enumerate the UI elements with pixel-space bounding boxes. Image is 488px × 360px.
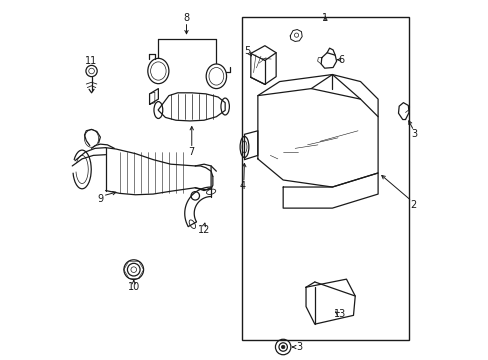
Text: 13: 13 bbox=[333, 309, 346, 319]
Text: 8: 8 bbox=[183, 13, 189, 23]
Text: 11: 11 bbox=[85, 56, 98, 66]
Text: 2: 2 bbox=[409, 199, 415, 210]
Text: 7: 7 bbox=[188, 147, 195, 157]
Text: 3: 3 bbox=[411, 129, 417, 139]
Text: 1: 1 bbox=[322, 13, 328, 23]
Text: 12: 12 bbox=[198, 225, 210, 235]
Text: 4: 4 bbox=[239, 181, 245, 191]
Text: 5: 5 bbox=[244, 46, 250, 55]
Text: 3: 3 bbox=[296, 342, 302, 352]
Text: 10: 10 bbox=[127, 282, 140, 292]
Text: 6: 6 bbox=[338, 55, 344, 65]
Bar bbox=[241, 17, 408, 340]
Circle shape bbox=[281, 345, 285, 349]
Text: 9: 9 bbox=[97, 194, 103, 204]
